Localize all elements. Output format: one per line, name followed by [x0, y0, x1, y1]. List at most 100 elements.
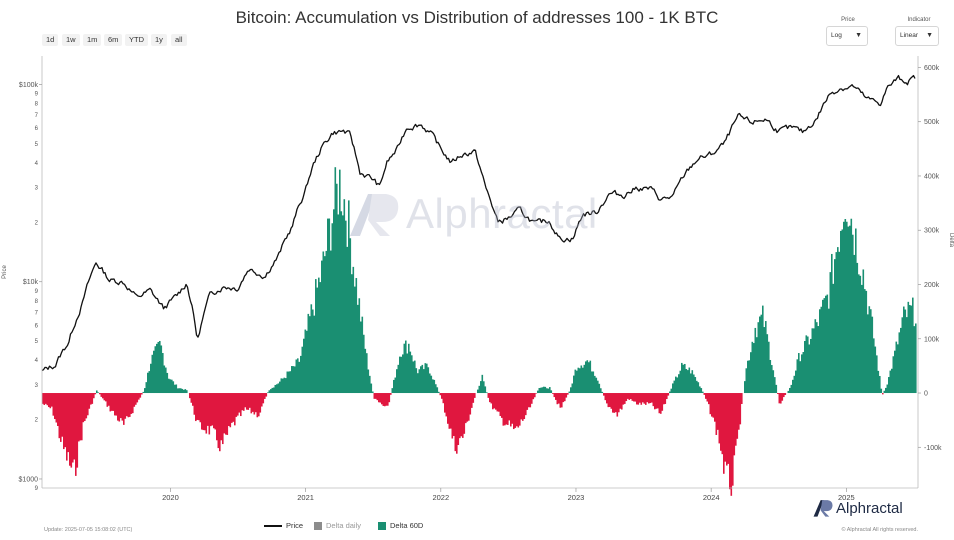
delta-60d-bar — [504, 393, 506, 426]
delta-60d-bar — [426, 363, 428, 394]
delta-60d-bar — [121, 393, 124, 421]
delta-60d-bar — [265, 393, 268, 397]
range-button-1m[interactable]: 1m — [83, 34, 102, 46]
chart-title: Bitcoin: Accumulation vs Distribution of… — [235, 8, 719, 27]
delta-60d-bar — [256, 393, 259, 418]
delta-60d-bar — [274, 384, 277, 394]
delta-60d-bar — [858, 274, 860, 394]
delta-60d-bar — [82, 393, 85, 423]
delta-60d-bar — [163, 365, 166, 394]
range-button-ytd[interactable]: YTD — [125, 34, 148, 46]
right-tick-label: 400k — [924, 173, 940, 180]
delta-60d-bar — [240, 393, 242, 417]
delta-60d-bar — [697, 382, 700, 394]
delta-60d-bar — [285, 378, 287, 394]
range-button-1d[interactable]: 1d — [42, 34, 59, 46]
delta-60d-bar — [861, 284, 863, 394]
delta-60d-bar — [415, 368, 418, 394]
delta-60d-bar — [834, 259, 836, 394]
delta-60d-bar — [628, 393, 631, 400]
delta-60d-bar — [849, 225, 851, 394]
delta-60d-bar — [471, 393, 473, 408]
range-button-1y[interactable]: 1y — [151, 34, 167, 46]
delta-60d-bar — [358, 298, 361, 394]
delta-60d-bar — [498, 393, 500, 412]
delta-60d-bar — [45, 393, 47, 404]
delta-60d-bar — [667, 393, 670, 396]
legend-item-delta-60d[interactable]: Delta 60D — [378, 521, 423, 530]
delta-60d-bar — [574, 369, 577, 394]
delta-60d-bar — [474, 393, 476, 398]
delta-60d-bar — [76, 393, 79, 468]
delta-60d-bar — [186, 390, 188, 394]
delta-60d-bar — [178, 388, 181, 394]
delta-60d-bar — [180, 388, 182, 394]
delta-60d-bar — [331, 223, 334, 394]
delta-60d-bar — [759, 316, 761, 394]
delta-60d-bar — [723, 393, 725, 474]
price-scale-dropdown[interactable]: Log ▼ — [826, 26, 868, 46]
range-button-all[interactable]: all — [171, 34, 187, 46]
range-button-1w[interactable]: 1w — [62, 34, 80, 46]
delta-60d-bar — [487, 393, 490, 398]
delta-60d-bar — [520, 393, 523, 420]
legend-item-delta-daily[interactable]: Delta daily — [314, 521, 361, 530]
delta-60d-bar — [631, 393, 634, 401]
delta-60d-bar — [600, 388, 602, 394]
delta-60d-bar — [660, 393, 662, 414]
delta-60d-bar — [136, 393, 139, 403]
delta-60d-bar — [901, 317, 904, 394]
delta-60d-bar — [148, 371, 151, 394]
delta-60d-bar — [441, 393, 443, 399]
delta-60d-bar — [334, 167, 337, 394]
delta-60d-bar — [319, 282, 322, 394]
delta-60d-bar — [535, 393, 538, 394]
delta-60d-bar — [802, 352, 805, 394]
delta-60d-bar — [97, 392, 100, 394]
delta-60d-bar — [261, 393, 263, 407]
delta-60d-bar — [234, 393, 236, 426]
delta-60d-bar — [55, 393, 58, 423]
brand-name: Alphractal — [836, 499, 903, 517]
delta-60d-bar — [493, 393, 496, 409]
delta-60d-bar — [237, 393, 239, 416]
delta-60d-bar — [370, 383, 373, 394]
delta-60d-bar — [688, 367, 691, 394]
x-tick-label: 2024 — [703, 493, 720, 502]
delta-60d-bar — [637, 393, 640, 405]
delta-60d-bar — [133, 393, 136, 407]
delta-60d-bar — [448, 393, 451, 429]
delta-60d-bar — [874, 346, 877, 394]
delta-60d-bar — [853, 254, 856, 394]
delta-60d-bar — [640, 393, 643, 405]
delta-60d-bar — [685, 369, 688, 394]
delta-60d-bar — [384, 393, 386, 407]
delta-60d-bar — [681, 362, 683, 394]
delta-60d-bar — [337, 214, 340, 394]
delta-60d-bar — [703, 393, 706, 395]
range-button-6m[interactable]: 6m — [104, 34, 123, 46]
x-tick-label: 2025 — [838, 493, 855, 502]
delta-60d-bar — [750, 352, 752, 394]
delta-60d-bar — [822, 299, 824, 394]
delta-60d-bar — [516, 393, 518, 427]
delta-60d-bar — [729, 393, 731, 490]
delta-60d-bar — [577, 367, 580, 394]
delta-60d-bar — [211, 393, 214, 426]
delta-60d-bar — [213, 393, 215, 429]
delta-60d-bar — [397, 364, 400, 394]
indicator-scale-dropdown[interactable]: Linear ▼ — [895, 26, 939, 46]
legend-item-price[interactable]: Price — [264, 521, 303, 530]
delta-60d-bar — [736, 393, 739, 439]
delta-60d-bar — [582, 367, 584, 394]
delta-60d-bar — [442, 393, 445, 404]
delta-60d-bar — [138, 393, 140, 400]
delta-60d-bar — [846, 221, 848, 394]
delta-60d-bar — [501, 393, 503, 418]
delta-60d-bar — [567, 393, 569, 395]
delta-60d-bar — [829, 272, 832, 394]
delta-60d-bar — [193, 393, 196, 415]
delta-60d-bar — [382, 393, 385, 406]
delta-60d-bar — [54, 393, 56, 420]
delta-60d-bar — [243, 393, 245, 411]
